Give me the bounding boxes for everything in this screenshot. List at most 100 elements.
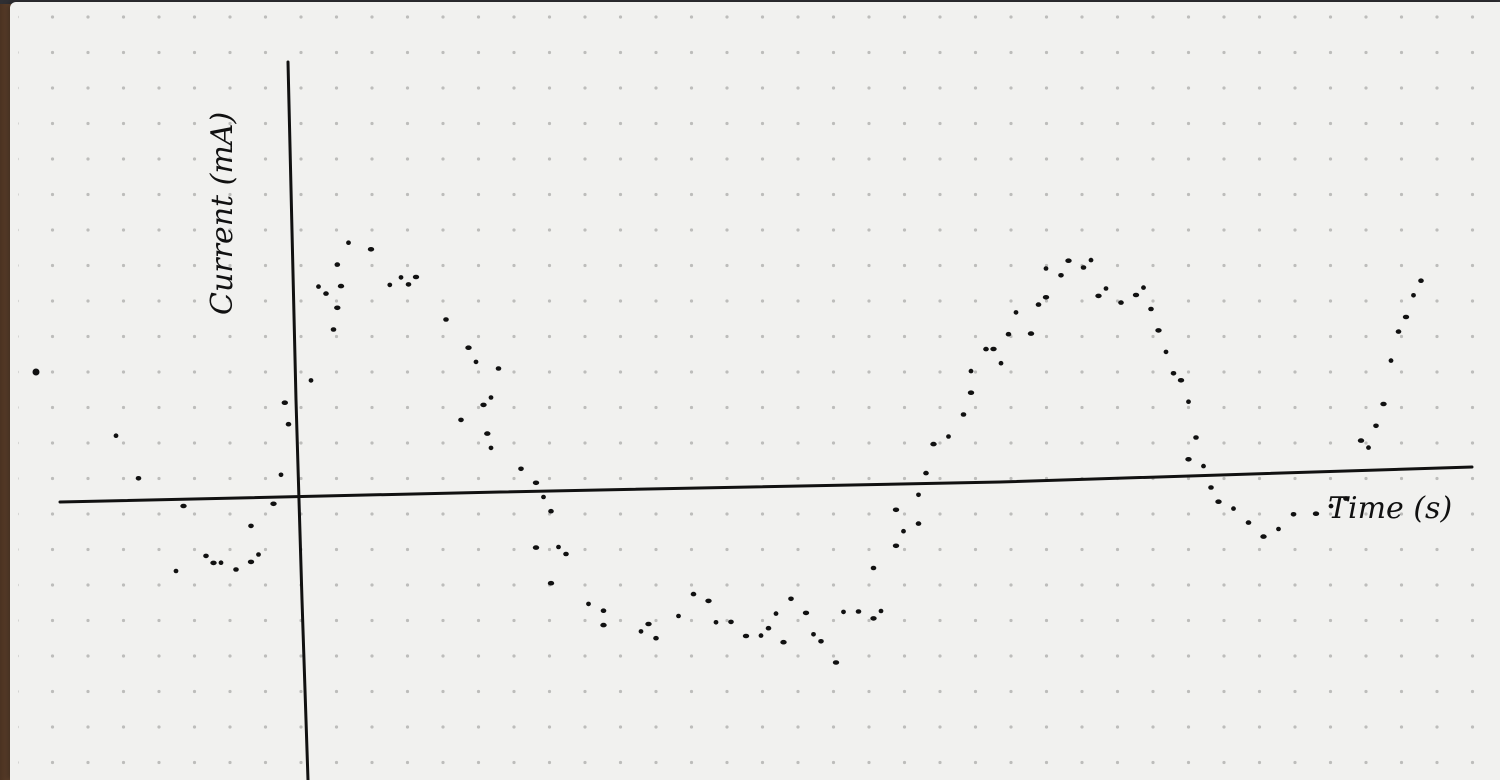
- data-point: [1132, 292, 1140, 298]
- data-point: [892, 543, 900, 549]
- data-point: [346, 240, 351, 245]
- data-point: [256, 552, 261, 557]
- data-point: [334, 305, 341, 311]
- data-point: [458, 417, 464, 423]
- x-axis-label: Time (s): [1328, 491, 1452, 526]
- data-point: [1193, 435, 1199, 440]
- data-point: [638, 629, 644, 634]
- data-point: [990, 346, 997, 352]
- data-point: [480, 402, 487, 408]
- data-point: [1148, 306, 1154, 312]
- y-axis-line: [286, 60, 310, 780]
- data-point: [1380, 401, 1387, 407]
- data-point: [773, 611, 779, 616]
- data-point: [1276, 526, 1281, 532]
- data-point: [586, 601, 591, 607]
- data-point: [1312, 511, 1320, 516]
- data-point: [548, 508, 554, 514]
- data-point: [233, 567, 239, 572]
- data-point: [1155, 328, 1162, 333]
- data-point: [113, 433, 119, 439]
- data-point: [484, 431, 491, 436]
- data-point: [1208, 485, 1214, 490]
- data-point: [1231, 506, 1236, 511]
- data-point: [923, 470, 929, 476]
- data-point: [1245, 520, 1252, 525]
- data-point: [1395, 329, 1402, 334]
- data-point: [728, 619, 734, 625]
- x-axis-line: [58, 465, 1474, 504]
- data-point: [308, 378, 314, 383]
- data-point: [285, 421, 292, 427]
- data-point: [180, 503, 187, 509]
- data-point: [1103, 286, 1109, 291]
- data-point: [488, 395, 494, 400]
- data-point: [1141, 285, 1146, 290]
- data-point: [443, 317, 449, 322]
- data-point: [465, 345, 472, 351]
- data-point: [203, 553, 209, 559]
- data-point: [281, 400, 288, 406]
- data-point: [713, 620, 719, 625]
- data-point: [173, 568, 179, 574]
- stray-ink-dot: [32, 368, 40, 376]
- data-point: [915, 521, 922, 526]
- data-point: [532, 545, 540, 550]
- data-point: [387, 282, 393, 288]
- data-point: [330, 327, 337, 332]
- data-point: [811, 632, 816, 637]
- data-point: [405, 282, 412, 287]
- data-point: [337, 283, 345, 289]
- data-point: [930, 441, 937, 447]
- data-point: [1177, 378, 1185, 383]
- data-point: [518, 466, 524, 472]
- y-axis-label: Current (mA): [205, 112, 240, 315]
- data-point: [1411, 293, 1416, 298]
- dot-grid: [18, 6, 1500, 780]
- data-point: [802, 610, 810, 616]
- data-point: [960, 412, 967, 417]
- data-point: [1290, 512, 1297, 517]
- data-point: [1027, 331, 1035, 336]
- data-point: [1185, 457, 1192, 462]
- data-point: [742, 633, 750, 639]
- data-point: [1080, 265, 1087, 270]
- data-point: [488, 445, 494, 451]
- data-point: [218, 560, 224, 565]
- data-point: [398, 275, 404, 280]
- data-point: [1260, 534, 1267, 539]
- data-point: [1328, 503, 1334, 509]
- data-point: [247, 559, 255, 565]
- data-point: [705, 598, 712, 604]
- data-point: [1088, 257, 1094, 263]
- data-point: [556, 544, 561, 550]
- data-point: [547, 580, 555, 586]
- data-point: [1201, 463, 1206, 469]
- data-point: [1373, 423, 1379, 429]
- data-point: [916, 492, 921, 498]
- data-point: [1215, 499, 1222, 505]
- data-point: [1043, 266, 1049, 271]
- data-point: [968, 368, 974, 374]
- data-point: [653, 635, 659, 641]
- data-point: [645, 621, 652, 627]
- data-point: [495, 366, 502, 371]
- data-point: [841, 609, 846, 615]
- data-point: [1402, 314, 1410, 320]
- data-point: [998, 360, 1004, 366]
- data-point: [600, 622, 607, 628]
- data-point: [1058, 273, 1064, 278]
- data-point: [892, 507, 900, 513]
- data-point: [334, 262, 341, 267]
- data-point: [323, 291, 329, 296]
- data-point: [878, 608, 884, 614]
- data-point: [316, 284, 321, 289]
- data-point: [1095, 293, 1102, 299]
- data-point: [367, 247, 375, 252]
- data-point: [870, 565, 877, 571]
- data-point: [270, 501, 277, 507]
- data-point: [135, 476, 142, 481]
- scatter-points: [113, 240, 1424, 665]
- data-point: [1357, 438, 1365, 443]
